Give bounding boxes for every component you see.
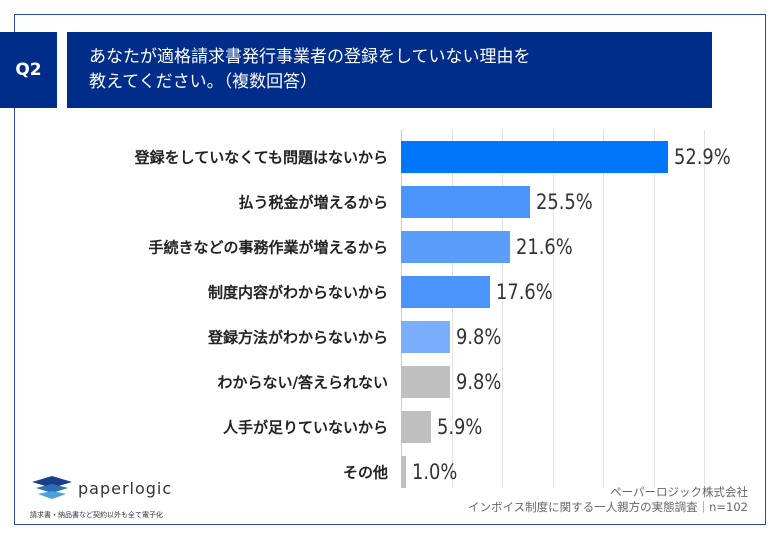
bar [401, 456, 407, 488]
value-label: 21.6% [516, 235, 573, 259]
category-label: 登録方法がわからないから [207, 328, 388, 347]
axis-line [401, 130, 402, 488]
value-label: 25.5% [535, 190, 593, 214]
category-label: 人手が足りていないから [222, 418, 388, 437]
bar [401, 231, 511, 263]
category-label: 登録をしていなくても問題はないから [134, 148, 388, 167]
value-label: 1.0% [412, 460, 458, 484]
gridline [552, 130, 554, 488]
bar [401, 366, 451, 398]
value-label: 9.8% [456, 370, 502, 394]
bar [401, 186, 530, 218]
value-label: 9.8% [456, 325, 502, 349]
category-label: 手続きなどの事務作業が増えるから [148, 238, 388, 257]
category-label: 制度内容がわからないから [207, 283, 388, 302]
value-label: 5.9% [436, 415, 483, 439]
gridline [704, 130, 705, 488]
logo-tagline: 請求書・納品書など契約以外も全て電子化 [30, 511, 163, 519]
bar [401, 276, 490, 308]
title-line-2: 教えてください。（複数回答） [89, 72, 318, 92]
value-label: 17.6% [495, 280, 553, 304]
bar [401, 321, 451, 353]
category-label: わからない/答えられない [217, 373, 388, 392]
gridline [653, 130, 655, 488]
question-number: Q2 [0, 32, 57, 108]
gridline [603, 130, 604, 488]
logo-wordmark: paperlogic [78, 479, 173, 498]
value-label: 52.9% [674, 145, 731, 169]
question-title: あなたが適格請求書発行事業者の登録をしていない理由を 教えてください。（複数回答… [67, 32, 712, 108]
source-survey: インボイス制度に関する一人親方の実態調査｜n=102 [467, 500, 748, 514]
title-line-1: あなたが適格請求書発行事業者の登録をしていない理由を [89, 47, 531, 67]
bar [401, 141, 669, 173]
paperlogic-logo-icon [32, 476, 72, 499]
paperlogic-logo: paperlogic 請求書・納品書など契約以外も全て電子化 [30, 474, 171, 520]
source-company: ペーパーロジック株式会社 [610, 485, 748, 499]
chart-frame [14, 14, 766, 525]
category-label: その他 [342, 463, 388, 482]
category-label: 払う税金が増えるから [238, 193, 388, 212]
bar [401, 411, 431, 443]
gridline [502, 130, 503, 488]
gridline [451, 130, 453, 488]
